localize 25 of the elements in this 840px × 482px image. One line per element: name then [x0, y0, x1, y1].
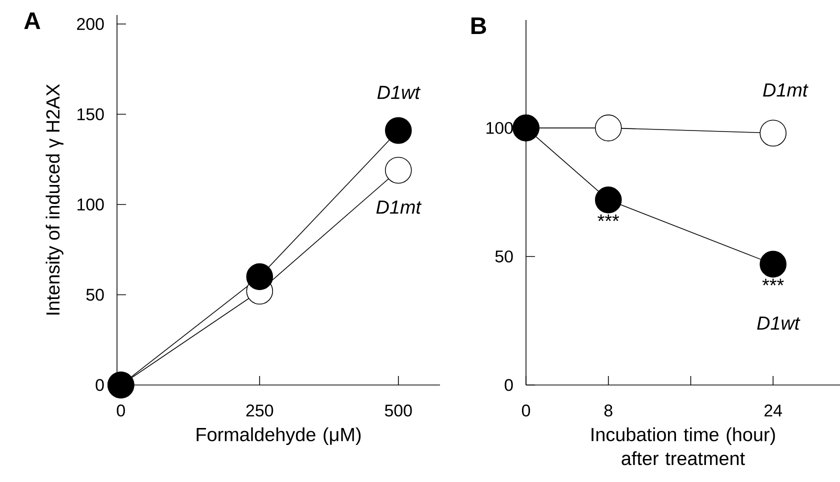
y-tick-label: 0: [96, 379, 104, 391]
x-tick-label: 500: [384, 404, 412, 417]
y-tick-label: 50: [86, 288, 104, 301]
y-tick-label: 150: [78, 108, 104, 120]
y-axis-title: Intensity of induced γ H2AX: [46, 84, 64, 315]
series-label: D1mt: [376, 200, 422, 214]
y-tick-label: 200: [77, 18, 104, 30]
text: D1wt: [757, 316, 800, 330]
annotation: ***: [762, 278, 784, 286]
chart-title: A: [24, 12, 40, 29]
x-tick-label: 250: [246, 404, 274, 417]
y-tick-label: 0: [504, 379, 513, 391]
x-tick-label: 8: [604, 404, 612, 417]
x-tick-label: 24: [764, 404, 782, 416]
x-axis-title: Incubation time (hour) after treatment: [592, 427, 775, 466]
x-tick-label: 0: [116, 404, 125, 417]
x-axis-title: Formaldehyde (μM): [196, 427, 361, 445]
y-tick-label: 50: [495, 250, 513, 262]
annotation: ***: [598, 214, 620, 222]
chart-title: B: [471, 18, 486, 34]
y-tick-label: 100: [486, 122, 513, 134]
series-label: D1wt: [377, 86, 421, 100]
series-label: D1mt: [763, 84, 808, 97]
y-tick-label: 100: [78, 198, 104, 211]
x-tick-label: 0: [522, 404, 530, 417]
